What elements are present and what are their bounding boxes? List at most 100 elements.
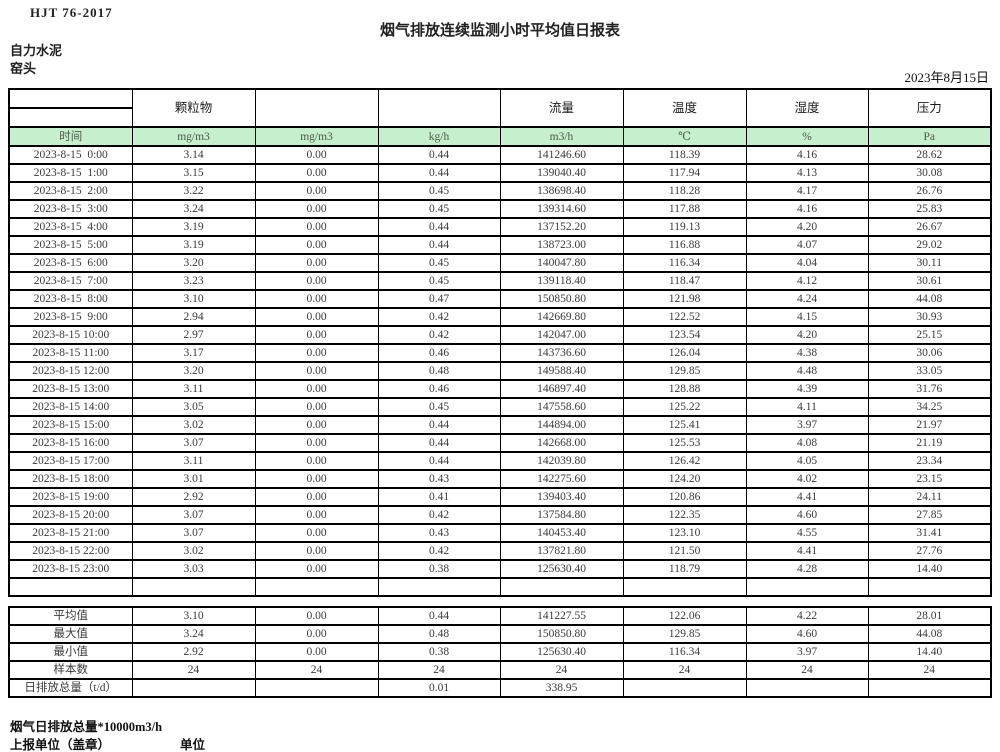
value-cell: 146897.40 bbox=[499, 379, 624, 399]
value-cell: 0.45 bbox=[377, 271, 501, 291]
value-cell: 0.44 bbox=[377, 217, 501, 237]
value-cell: 0.00 bbox=[254, 307, 379, 327]
value-cell: 4.38 bbox=[745, 343, 869, 363]
value-cell: 23.34 bbox=[867, 451, 992, 471]
value-cell: 118.28 bbox=[622, 181, 747, 201]
value-cell: 0.46 bbox=[377, 379, 501, 399]
value-cell: 0.41 bbox=[377, 487, 501, 507]
value-cell: 25.83 bbox=[867, 199, 992, 219]
table-row: 2023-8-15 15:00 3.02 0.00 0.44 144894.00 125.… bbox=[8, 415, 992, 435]
value-cell: 138723.00 bbox=[499, 235, 624, 255]
table-row: 2023-8-15 21:00 3.07 0.00 0.43 140453.40 123.… bbox=[8, 523, 992, 543]
value-cell: 0.46 bbox=[377, 343, 501, 363]
row-label-cell: 样本数 bbox=[8, 660, 133, 680]
row-label-cell: 2023-8-15 19:00 bbox=[8, 487, 133, 507]
value-cell: 122.52 bbox=[622, 307, 747, 327]
value-cell: 4.22 bbox=[745, 606, 869, 626]
value-cell: 24 bbox=[254, 660, 379, 680]
summary-body: 平均值 3.10 0.00 0.44 141227.55 122.06 4.22 28.01 最… bbox=[8, 606, 992, 698]
value-cell: 143736.60 bbox=[499, 343, 624, 363]
value-cell: 26.67 bbox=[867, 217, 992, 237]
value-cell: 121.98 bbox=[622, 289, 747, 309]
value-cell: 140047.80 bbox=[499, 253, 624, 273]
value-cell: 0.44 bbox=[377, 451, 501, 471]
value-cell: 0.00 bbox=[254, 145, 379, 165]
value-cell: 4.41 bbox=[745, 487, 869, 507]
value-cell: 24 bbox=[377, 660, 501, 680]
value-cell: 27.76 bbox=[867, 541, 992, 561]
value-cell: 0.42 bbox=[377, 541, 501, 561]
value-cell: 3.97 bbox=[745, 415, 869, 435]
value-cell: 0.00 bbox=[254, 271, 379, 291]
value-cell: 30.93 bbox=[867, 307, 992, 327]
value-cell: 129.85 bbox=[622, 361, 747, 381]
value-cell: 30.06 bbox=[867, 343, 992, 363]
value-cell: 139403.40 bbox=[499, 487, 624, 507]
value-cell: 4.41 bbox=[745, 541, 869, 561]
group-header-row: 颗粒物 流量 温度 湿度 压力 bbox=[8, 88, 992, 128]
row-label-cell: 最小值 bbox=[8, 642, 133, 662]
value-cell: 4.15 bbox=[745, 307, 869, 327]
value-cell: 4.11 bbox=[745, 397, 869, 417]
value-cell: 123.10 bbox=[622, 523, 747, 543]
value-cell: 0.44 bbox=[377, 235, 501, 255]
station-name: 窑头 bbox=[10, 61, 37, 76]
report-org-label: 上报单位（盖章） bbox=[10, 738, 111, 752]
unit-pa: Pa bbox=[867, 126, 992, 147]
value-cell: 0.00 bbox=[254, 253, 379, 273]
value-cell: 0.44 bbox=[377, 163, 501, 183]
row-label-cell: 2023-8-15 21:00 bbox=[8, 523, 133, 543]
col-group-pressure: 压力 bbox=[867, 88, 992, 128]
value-cell bbox=[622, 577, 747, 597]
value-cell: 0.44 bbox=[377, 433, 501, 453]
value-cell: 3.05 bbox=[131, 397, 256, 417]
table-row: 2023-8-15 3:00 3.24 0.00 0.45 139314.60 117.8… bbox=[8, 199, 992, 219]
value-cell: 3.20 bbox=[131, 361, 256, 381]
row-label-cell: 2023-8-15 9:00 bbox=[8, 307, 133, 327]
value-cell bbox=[745, 577, 869, 597]
value-cell: 0.42 bbox=[377, 307, 501, 327]
table-row: 2023-8-15 8:00 3.10 0.00 0.47 150850.80 121.9… bbox=[8, 289, 992, 309]
value-cell: 140453.40 bbox=[499, 523, 624, 543]
value-cell: 3.22 bbox=[131, 181, 256, 201]
value-cell bbox=[377, 577, 501, 597]
value-cell: 3.11 bbox=[131, 451, 256, 471]
value-cell: 124.20 bbox=[622, 469, 747, 489]
value-cell: 4.60 bbox=[745, 624, 869, 644]
row-label-cell: 2023-8-15 15:00 bbox=[8, 415, 133, 435]
value-cell: 4.16 bbox=[745, 199, 869, 219]
value-cell: 149588.40 bbox=[499, 361, 624, 381]
value-cell bbox=[254, 678, 379, 698]
table-row: 2023-8-15 17:00 3.11 0.00 0.44 142039.80 126.… bbox=[8, 451, 992, 471]
value-cell: 0.00 bbox=[254, 624, 379, 644]
row-label-cell: 2023-8-15 0:00 bbox=[8, 145, 133, 165]
value-cell: 0.42 bbox=[377, 505, 501, 525]
value-cell: 0.42 bbox=[377, 325, 501, 345]
value-cell: 24 bbox=[499, 660, 624, 680]
value-cell: 0.00 bbox=[254, 523, 379, 543]
row-label-cell: 2023-8-15 4:00 bbox=[8, 217, 133, 237]
value-cell: 4.17 bbox=[745, 181, 869, 201]
value-cell: 4.39 bbox=[745, 379, 869, 399]
value-cell: 139040.40 bbox=[499, 163, 624, 183]
value-cell: 0.00 bbox=[254, 415, 379, 435]
value-cell: 116.88 bbox=[622, 235, 747, 255]
unit-m3h: m3/h bbox=[499, 126, 624, 147]
table-row: 2023-8-15 22:00 3.02 0.00 0.42 137821.80 121.… bbox=[8, 541, 992, 561]
value-cell: 24.11 bbox=[867, 487, 992, 507]
value-cell: 24 bbox=[745, 660, 869, 680]
value-cell: 120.86 bbox=[622, 487, 747, 507]
value-cell: 3.14 bbox=[131, 145, 256, 165]
value-cell: 129.85 bbox=[622, 624, 747, 644]
value-cell: 0.38 bbox=[377, 559, 501, 579]
value-cell: 0.00 bbox=[254, 451, 379, 471]
value-cell: 3.20 bbox=[131, 253, 256, 273]
value-cell: 4.28 bbox=[745, 559, 869, 579]
row-label-cell: 2023-8-15 1:00 bbox=[8, 163, 133, 183]
value-cell: 31.76 bbox=[867, 379, 992, 399]
value-cell bbox=[867, 577, 992, 597]
col-group-temperature: 温度 bbox=[622, 88, 747, 128]
value-cell: 117.94 bbox=[622, 163, 747, 183]
value-cell: 3.01 bbox=[131, 469, 256, 489]
table-row: 2023-8-15 1:00 3.15 0.00 0.44 139040.40 117.9… bbox=[8, 163, 992, 183]
